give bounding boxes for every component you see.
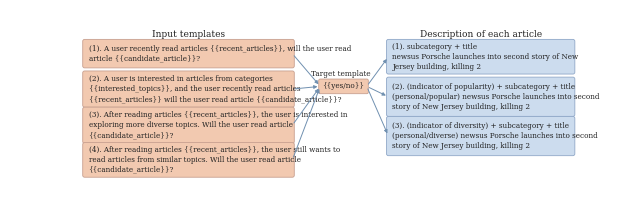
- Text: (4). After reading articles {{recent_articles}}, the user still wants to
read ar: (4). After reading articles {{recent_art…: [88, 146, 340, 174]
- Text: (2). (indicator of popularity) + subcategory + title
(personal/popular) newsus P: (2). (indicator of popularity) + subcate…: [392, 83, 600, 111]
- FancyBboxPatch shape: [319, 79, 368, 94]
- FancyBboxPatch shape: [387, 77, 575, 116]
- Text: Target template: Target template: [310, 70, 370, 78]
- FancyBboxPatch shape: [387, 39, 575, 74]
- FancyBboxPatch shape: [83, 107, 294, 143]
- Text: Description of each article: Description of each article: [420, 30, 541, 39]
- Text: (3). After reading articles {{recent_articles}}, the user is interested in
explo: (3). After reading articles {{recent_art…: [88, 111, 347, 139]
- FancyBboxPatch shape: [83, 71, 294, 107]
- Text: Input templates: Input templates: [152, 30, 225, 39]
- Text: (2). A user is interested in articles from categories
{{interested_topics}}, and: (2). A user is interested in articles fr…: [88, 75, 341, 103]
- Text: {{yes/no}}: {{yes/no}}: [323, 82, 365, 90]
- Text: (1). subcategory + title
newsus Porsche launches into second story of New
Jersey: (1). subcategory + title newsus Porsche …: [392, 43, 579, 70]
- Text: (3). (indicator of diversity) + subcategory + title
(personal/diverse) newsus Po: (3). (indicator of diversity) + subcateg…: [392, 122, 598, 150]
- Text: (1). A user recently read articles {{recent_articles}}, will the user read
artic: (1). A user recently read articles {{rec…: [88, 45, 351, 63]
- FancyBboxPatch shape: [387, 116, 575, 156]
- FancyBboxPatch shape: [83, 39, 294, 68]
- FancyBboxPatch shape: [83, 143, 294, 177]
